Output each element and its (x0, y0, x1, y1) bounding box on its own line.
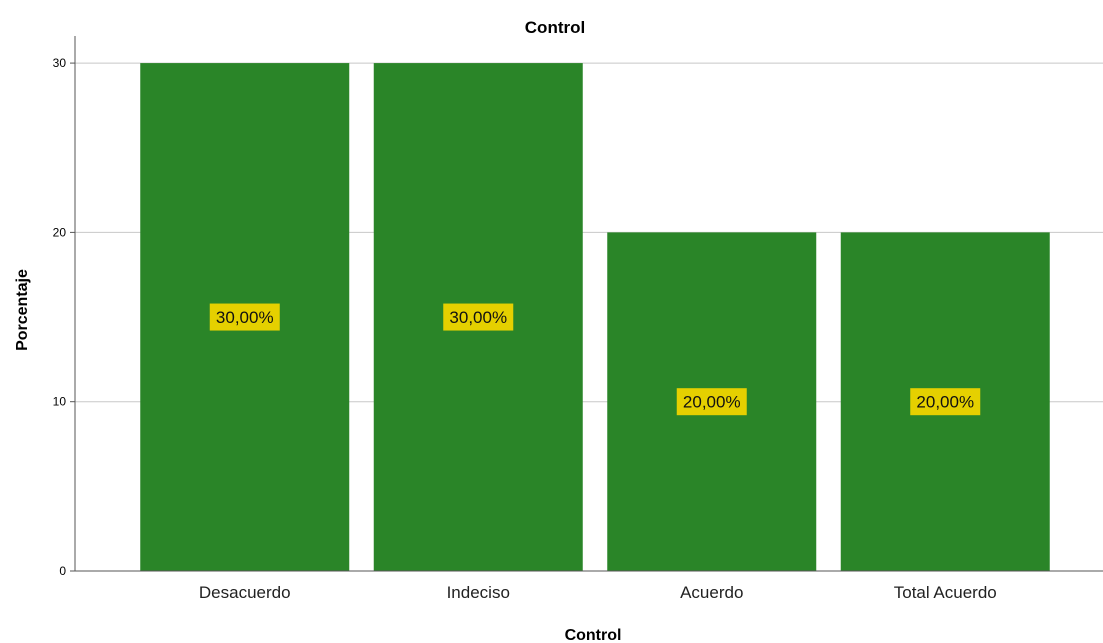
y-tick-label: 20 (53, 225, 67, 239)
data-label-box (443, 303, 514, 331)
data-label-text: 20,00% (683, 393, 741, 412)
x-tick-label: Total Acuerdo (894, 583, 997, 602)
y-ticks: 0 10 20 30 (53, 56, 75, 578)
data-label-text: 20,00% (916, 393, 974, 412)
x-axis-title: Control (565, 627, 622, 643)
y-tick-label: 0 (59, 564, 66, 578)
y-axis-title: Porcentaje (14, 269, 31, 351)
data-labels: 30,00% 30,00% 20,00% 20,00% (209, 303, 981, 416)
x-tick-label: Desacuerdo (199, 583, 291, 602)
y-tick-label: 30 (53, 56, 67, 70)
chart-title: Control (525, 18, 585, 37)
data-label-box (209, 303, 280, 331)
x-tick-label: Acuerdo (680, 583, 743, 602)
data-label: 20,00% (676, 388, 747, 416)
data-label-box (910, 388, 981, 416)
data-label-box (676, 388, 747, 416)
axes (74, 36, 1103, 572)
x-tick-label: Indeciso (447, 583, 510, 602)
y-tick-label: 10 (53, 395, 67, 409)
x-tick-labels: Desacuerdo Indeciso Acuerdo Total Acuerdo (199, 583, 997, 602)
data-label-text: 30,00% (216, 308, 274, 327)
data-label: 30,00% (209, 303, 280, 331)
data-label: 20,00% (910, 388, 981, 416)
data-label-text: 30,00% (449, 308, 507, 327)
data-label: 30,00% (443, 303, 514, 331)
